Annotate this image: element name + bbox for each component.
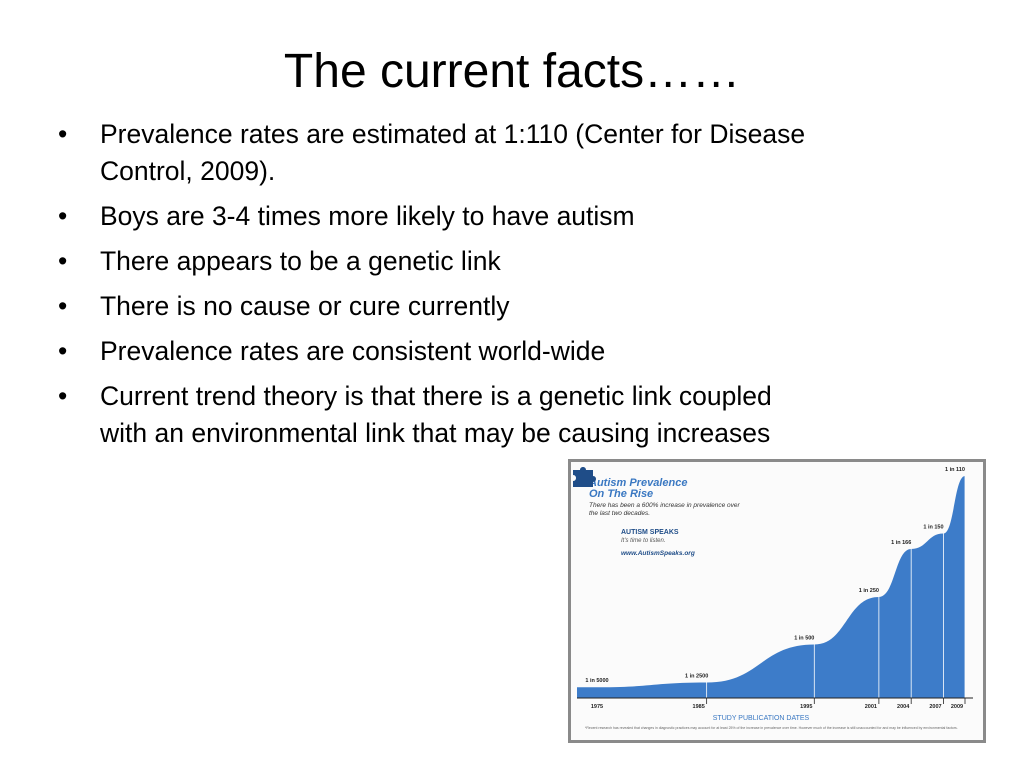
point-label: 1 in 5000 bbox=[585, 678, 608, 684]
figure-title-line2: On The Rise bbox=[589, 488, 654, 500]
x-tick-label: 1985 bbox=[693, 704, 705, 710]
bullet-item: • Prevalence rates are estimated at 1:110… bbox=[58, 116, 838, 190]
x-tick-label: 2001 bbox=[865, 704, 877, 710]
slide-title: The current facts…… bbox=[283, 45, 741, 98]
point-label: 1 in 500 bbox=[794, 635, 814, 641]
bullet-text: There appears to be a genetic link bbox=[100, 246, 501, 276]
bullet-dot: • bbox=[58, 381, 68, 411]
bullet-dot: • bbox=[58, 119, 68, 149]
bullet-text: Prevalence rates are consistent world-wi… bbox=[100, 336, 606, 366]
figure-subtitle: There has been a 600% increase in preval… bbox=[589, 502, 740, 517]
x-tick-label: 2007 bbox=[929, 704, 941, 710]
bullet-text: There is no cause or cure currently bbox=[100, 291, 510, 321]
brand-block: AUTISM SPEAKS It's time to listen. bbox=[621, 529, 679, 545]
x-axis-label: STUDY PUBLICATION DATES bbox=[713, 715, 810, 722]
x-tick-label: 1995 bbox=[800, 704, 812, 710]
bullet-text: Current trend theory is that there is a … bbox=[100, 381, 772, 448]
brand-url: www.AutismSpeaks.org bbox=[621, 550, 695, 557]
x-tick-label: 1975 bbox=[591, 704, 603, 710]
bullet-item: • There is no cause or cure currently bbox=[58, 288, 838, 325]
figure-footnote: *Recent research has revealed that chang… bbox=[585, 726, 958, 730]
point-label: 1 in 2500 bbox=[685, 673, 708, 679]
bullet-text: Prevalence rates are estimated at 1:110 … bbox=[100, 119, 806, 186]
bullet-dot: • bbox=[58, 201, 68, 231]
bullet-item: • Prevalence rates are consistent world-w… bbox=[58, 333, 838, 370]
year-lines bbox=[706, 476, 966, 704]
area-fill bbox=[577, 476, 965, 698]
brand-name: AUTISM SPEAKS bbox=[621, 529, 679, 536]
puzzle-piece-icon bbox=[573, 467, 596, 487]
prevalence-area-chart: 1 in 5000 1 in 2500 1 in 500 1 in 250 1 in 1… bbox=[577, 467, 973, 722]
point-label: 1 in 250 bbox=[859, 588, 879, 594]
bullet-dot: • bbox=[58, 246, 68, 276]
point-label: 1 in 110 bbox=[945, 467, 965, 473]
x-tick-label: 2009 bbox=[951, 704, 963, 710]
bullet-list: • Prevalence rates are estimated at 1:110… bbox=[58, 116, 838, 460]
figure-title-line1: Autism Prevalence bbox=[589, 477, 688, 489]
bullet-item: • Boys are 3-4 times more likely to have … bbox=[58, 198, 838, 235]
point-label: 1 in 150 bbox=[923, 525, 943, 531]
bullet-dot: • bbox=[58, 336, 68, 366]
bullet-item: • There appears to be a genetic link bbox=[58, 243, 838, 280]
bullet-item: • Current trend theory is that there is a… bbox=[58, 378, 800, 452]
brand-tagline: It's time to listen. bbox=[621, 538, 666, 544]
prevalence-figure: Autism Prevalence On The Rise There has … bbox=[568, 459, 986, 743]
point-label: 1 in 166 bbox=[891, 540, 911, 546]
bullet-text: Boys are 3-4 times more likely to have a… bbox=[100, 201, 635, 231]
bullet-dot: • bbox=[58, 291, 68, 321]
x-tick-label: 2004 bbox=[897, 704, 910, 710]
figure-title: Autism Prevalence On The Rise bbox=[589, 478, 687, 500]
